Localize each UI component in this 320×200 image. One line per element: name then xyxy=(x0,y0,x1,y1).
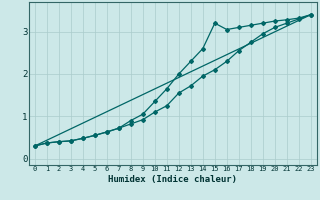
X-axis label: Humidex (Indice chaleur): Humidex (Indice chaleur) xyxy=(108,175,237,184)
